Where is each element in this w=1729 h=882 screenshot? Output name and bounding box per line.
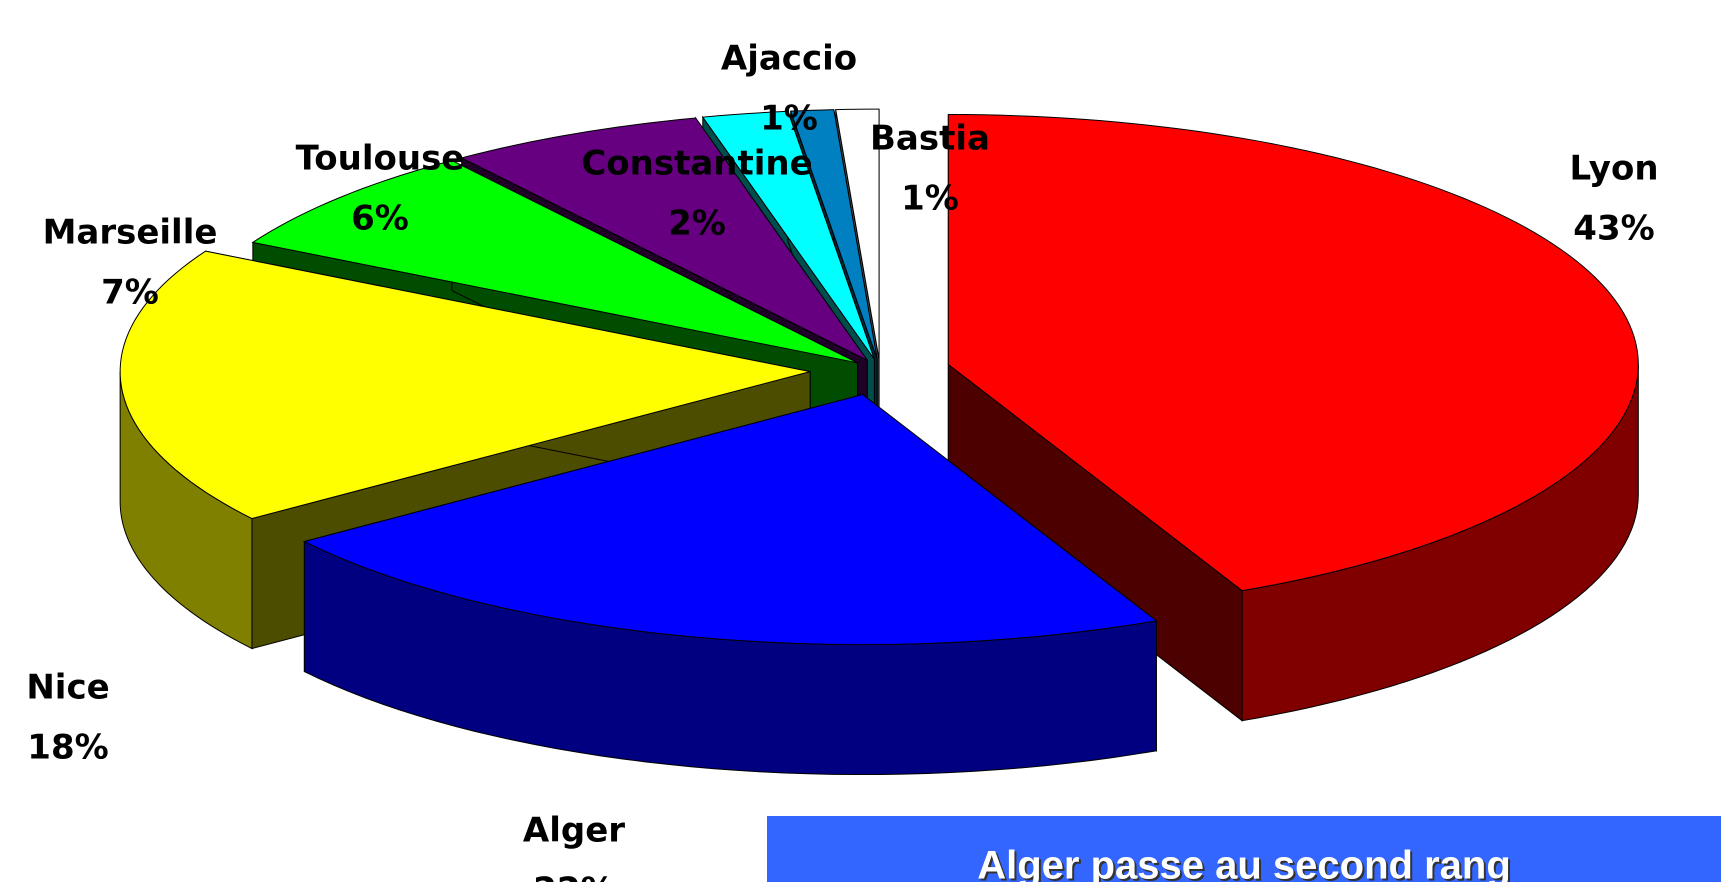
- pie: [119, 108, 1639, 776]
- slice-label: Constantine: [581, 144, 812, 184]
- slice-value-label: 1%: [901, 179, 959, 219]
- slice: [790, 109, 878, 360]
- slice: [835, 108, 880, 360]
- slice-value-label: 2%: [668, 204, 726, 244]
- slice-value-label: 18%: [27, 728, 108, 768]
- slice-label: Alger: [523, 811, 625, 851]
- slice: [947, 113, 1639, 592]
- slice: [302, 394, 1158, 646]
- slice: [701, 110, 875, 360]
- slice-value-label: 6%: [351, 199, 409, 239]
- annotation-box: [767, 816, 1721, 882]
- annotation: Alger passe au second rang: [977, 844, 1511, 882]
- slice-value-label: 7%: [101, 273, 159, 313]
- slice: [251, 160, 858, 364]
- slice-label: Ajaccio: [721, 39, 857, 79]
- slice-label: Marseille: [43, 213, 218, 253]
- slice-label: Bastia: [870, 119, 990, 159]
- slice-label: Lyon: [1569, 149, 1658, 189]
- slice-label: Nice: [26, 668, 109, 708]
- slice-value-label: 1%: [760, 99, 818, 139]
- slice-value-label: 43%: [1573, 209, 1654, 249]
- slice-value-label: 22%: [533, 871, 614, 882]
- slice: [460, 117, 868, 361]
- slice: [119, 250, 811, 520]
- slice-label: Toulouse: [296, 139, 465, 179]
